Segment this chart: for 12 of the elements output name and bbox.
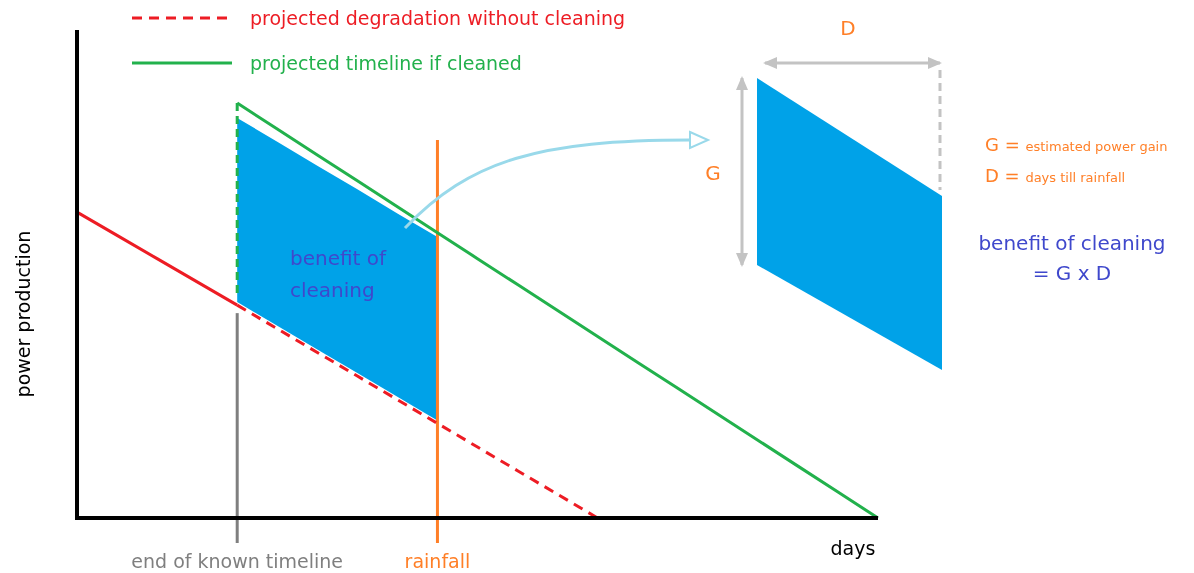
text: benefit of cleaning = G x D: [978, 231, 1166, 285]
y-axis-title: power production: [12, 230, 34, 398]
series-label: projected timeline if cleaned: [250, 52, 522, 74]
annotation: G: [705, 161, 721, 185]
text: projected degradation without cleaning: [250, 7, 626, 29]
x-tick-label: rainfall: [404, 550, 471, 572]
text: D: [840, 16, 856, 40]
text: D = days till rainfall: [985, 165, 1126, 186]
x-tick-label: end of known timeline: [131, 550, 344, 572]
text: G = estimated power gain: [985, 134, 1168, 155]
annotation: benefit of cleaning: [290, 246, 388, 302]
x-axis-title: days: [830, 537, 876, 559]
